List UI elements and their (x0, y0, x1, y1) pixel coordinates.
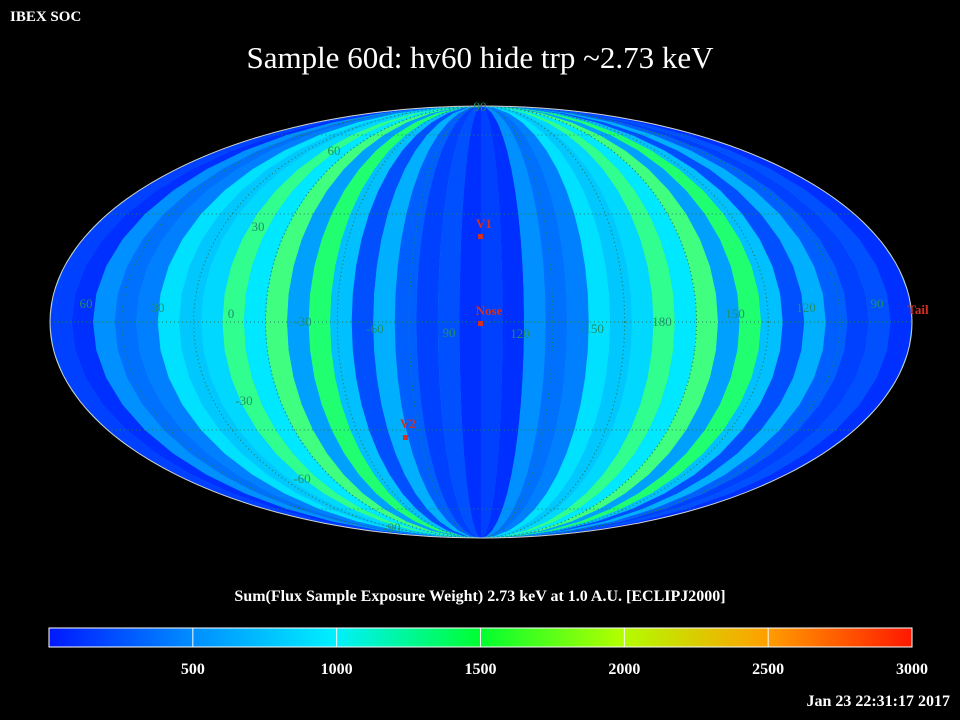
flux-band (481, 106, 589, 538)
longitude-label: -60 (366, 321, 383, 336)
marker-nose: Nose (476, 303, 503, 326)
longitude-label: 150 (725, 306, 745, 321)
colorbar-tick-label: 2500 (752, 661, 784, 678)
colorbar-tick-label: 2000 (608, 661, 640, 678)
longitude-label: 90 (443, 325, 456, 340)
marker-tail: Tail (907, 302, 929, 317)
flux-band (481, 106, 503, 538)
timestamp: Jan 23 22:31:17 2017 (806, 693, 950, 710)
longitude-label: -30 (294, 314, 311, 329)
meridian-line (121, 106, 841, 538)
marker-v2: V2 (400, 416, 416, 440)
flux-band (481, 106, 632, 538)
colorbar-tick-label: 3000 (896, 661, 928, 678)
marker-v1-label: V1 (476, 216, 492, 231)
flux-band (481, 106, 568, 538)
flux-band (481, 106, 546, 538)
latitude-label: -30 (235, 393, 252, 408)
flux-band (481, 106, 611, 538)
longitude-label: 180 (652, 314, 672, 329)
colorbar: 500 1000 1500 2000 2500 3000 (48, 627, 928, 678)
colorbar-tick-label: 1500 (465, 661, 497, 678)
meridian-line (265, 106, 697, 538)
meridian-line (193, 106, 769, 538)
latitude-label: 90 (474, 99, 487, 114)
map-outline (49, 105, 913, 539)
marker-v1: V1 (476, 216, 492, 239)
soc-label: IBEX SOC (10, 9, 82, 25)
colorbar-caption: Sum(Flux Sample Exposure Weight) 2.73 ke… (234, 588, 726, 605)
longitude-label: 0 (228, 306, 235, 321)
latitude-label: -90 (383, 520, 400, 535)
colorbar-tick-label: 1000 (321, 661, 353, 678)
longitude-label: 60 (80, 296, 93, 311)
longitude-label: 120 (510, 326, 530, 341)
colorbar-tick-label: 500 (181, 661, 205, 678)
longitude-label: 90 (871, 296, 884, 311)
latitude-label: 30 (252, 219, 265, 234)
longitude-label: 120 (796, 300, 816, 315)
marker-tail-label: Tail (907, 302, 929, 317)
longitude-label: 30 (152, 300, 165, 315)
latitude-label: 60 (328, 143, 341, 158)
marker-v2-label: V2 (400, 416, 416, 431)
meridian-line (336, 106, 626, 538)
latitude-label: -60 (293, 471, 310, 486)
longitude-label: -150 (580, 321, 604, 336)
map-title: Sample 60d: hv60 hide trp ~2.73 keV (246, 40, 714, 75)
meridian-line (408, 106, 554, 538)
marker-nose-label: Nose (476, 303, 503, 318)
